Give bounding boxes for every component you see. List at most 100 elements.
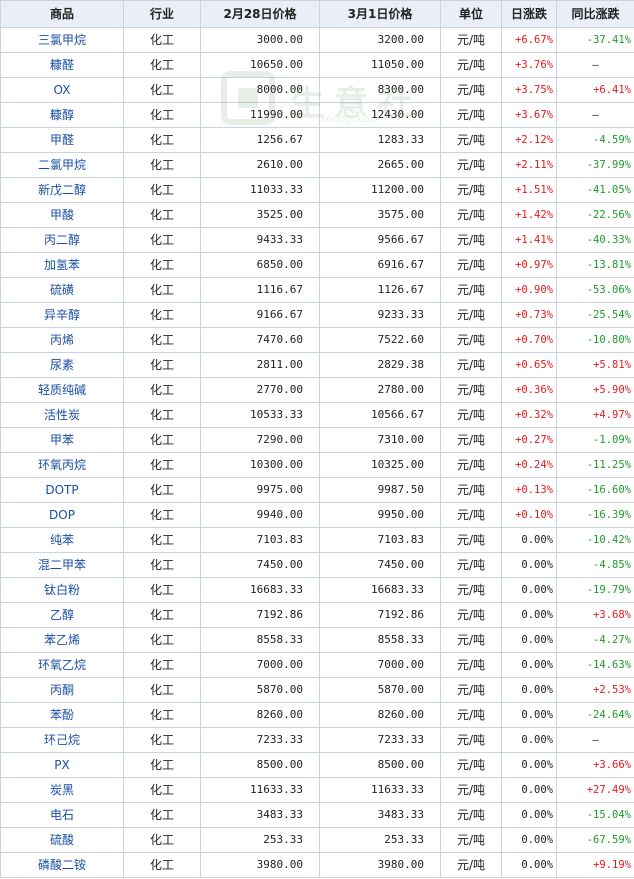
unit-cell: 元/吨: [440, 727, 502, 753]
yoy-change-cell: —: [556, 102, 634, 128]
price-feb28-cell: 3525.00: [200, 202, 320, 228]
commodity-link[interactable]: 硫磺: [0, 277, 124, 303]
price-feb28-cell: 8500.00: [200, 752, 320, 778]
header-yoy-change: 同比涨跌: [556, 0, 634, 28]
commodity-link[interactable]: 钛白粉: [0, 577, 124, 603]
commodity-link[interactable]: 环氧乙烷: [0, 652, 124, 678]
daily-change-cell: 0.00%: [501, 852, 557, 878]
price-mar1-cell: 8300.00: [319, 77, 441, 103]
unit-cell: 元/吨: [440, 527, 502, 553]
yoy-change-cell: -24.64%: [556, 702, 634, 728]
commodity-link[interactable]: 磷酸二铵: [0, 852, 124, 878]
yoy-change-cell: +5.81%: [556, 352, 634, 378]
commodity-link[interactable]: 甲酸: [0, 202, 124, 228]
price-feb28-cell: 3483.33: [200, 802, 320, 828]
commodity-link[interactable]: 丙二醇: [0, 227, 124, 253]
commodity-link[interactable]: 硫酸: [0, 827, 124, 853]
price-feb28-cell: 11633.33: [200, 777, 320, 803]
commodity-link[interactable]: 尿素: [0, 352, 124, 378]
commodity-link[interactable]: 苯乙烯: [0, 627, 124, 653]
daily-change-cell: 0.00%: [501, 702, 557, 728]
price-mar1-cell: 7310.00: [319, 427, 441, 453]
unit-cell: 元/吨: [440, 252, 502, 278]
commodity-link[interactable]: 糠醇: [0, 102, 124, 128]
unit-cell: 元/吨: [440, 852, 502, 878]
commodity-link[interactable]: 甲醛: [0, 127, 124, 153]
industry-cell: 化工: [123, 727, 201, 753]
daily-change-cell: +1.51%: [501, 177, 557, 203]
commodity-link[interactable]: 炭黑: [0, 777, 124, 803]
table-row: 轻质纯碱 化工 2770.00 2780.00 元/吨 +0.36% +5.90%: [0, 377, 634, 403]
unit-cell: 元/吨: [440, 352, 502, 378]
commodity-link[interactable]: 轻质纯碱: [0, 377, 124, 403]
price-feb28-cell: 6850.00: [200, 252, 320, 278]
price-feb28-cell: 10650.00: [200, 52, 320, 78]
commodity-link[interactable]: 甲苯: [0, 427, 124, 453]
commodity-link[interactable]: 乙醇: [0, 602, 124, 628]
commodity-link[interactable]: DOTP: [0, 477, 124, 503]
table-header-row: 商品 行业 2月28日价格 3月1日价格 单位 日涨跌 同比涨跌: [0, 0, 634, 28]
header-daily-change: 日涨跌: [501, 0, 557, 28]
unit-cell: 元/吨: [440, 802, 502, 828]
commodity-link[interactable]: 三氯甲烷: [0, 27, 124, 53]
unit-cell: 元/吨: [440, 377, 502, 403]
commodity-link[interactable]: 环氧丙烷: [0, 452, 124, 478]
daily-change-cell: 0.00%: [501, 602, 557, 628]
commodity-link[interactable]: 丙烯: [0, 327, 124, 353]
commodity-link[interactable]: 电石: [0, 802, 124, 828]
table-body: 三氯甲烷 化工 3000.00 3200.00 元/吨 +6.67% -37.41% 糠醛 化工…: [0, 27, 634, 878]
header-unit: 单位: [440, 0, 502, 28]
price-feb28-cell: 7000.00: [200, 652, 320, 678]
commodity-link[interactable]: 丙酮: [0, 677, 124, 703]
price-feb28-cell: 7233.33: [200, 727, 320, 753]
table-row: PX 化工 8500.00 8500.00 元/吨 0.00% +3.66%: [0, 752, 634, 778]
price-feb28-cell: 11033.33: [200, 177, 320, 203]
unit-cell: 元/吨: [440, 402, 502, 428]
commodity-link[interactable]: 纯苯: [0, 527, 124, 553]
yoy-change-cell: -4.85%: [556, 552, 634, 578]
commodity-link[interactable]: 异辛醇: [0, 302, 124, 328]
yoy-change-cell: -10.80%: [556, 327, 634, 353]
daily-change-cell: +0.73%: [501, 302, 557, 328]
industry-cell: 化工: [123, 502, 201, 528]
price-mar1-cell: 12430.00: [319, 102, 441, 128]
price-mar1-cell: 11050.00: [319, 52, 441, 78]
table-row: OX 化工 8000.00 8300.00 元/吨 +3.75% +6.41%: [0, 77, 634, 103]
price-feb28-cell: 7103.83: [200, 527, 320, 553]
price-feb28-cell: 7470.60: [200, 327, 320, 353]
unit-cell: 元/吨: [440, 27, 502, 53]
commodity-link[interactable]: 环己烷: [0, 727, 124, 753]
commodity-link[interactable]: 活性炭: [0, 402, 124, 428]
daily-change-cell: +6.67%: [501, 27, 557, 53]
daily-change-cell: +0.70%: [501, 327, 557, 353]
industry-cell: 化工: [123, 77, 201, 103]
commodity-link[interactable]: PX: [0, 752, 124, 778]
commodity-link[interactable]: 二氯甲烷: [0, 152, 124, 178]
price-mar1-cell: 10325.00: [319, 452, 441, 478]
price-mar1-cell: 2829.38: [319, 352, 441, 378]
unit-cell: 元/吨: [440, 277, 502, 303]
commodity-link[interactable]: 苯酚: [0, 702, 124, 728]
price-mar1-cell: 9566.67: [319, 227, 441, 253]
industry-cell: 化工: [123, 602, 201, 628]
yoy-change-cell: -4.27%: [556, 627, 634, 653]
yoy-change-cell: -37.99%: [556, 152, 634, 178]
commodity-link[interactable]: DOP: [0, 502, 124, 528]
unit-cell: 元/吨: [440, 677, 502, 703]
price-feb28-cell: 5870.00: [200, 677, 320, 703]
table-row: 甲醛 化工 1256.67 1283.33 元/吨 +2.12% -4.59%: [0, 127, 634, 153]
price-mar1-cell: 9950.00: [319, 502, 441, 528]
commodity-link[interactable]: 新戊二醇: [0, 177, 124, 203]
daily-change-cell: 0.00%: [501, 627, 557, 653]
unit-cell: 元/吨: [440, 777, 502, 803]
yoy-change-cell: —: [556, 727, 634, 753]
commodity-link[interactable]: 混二甲苯: [0, 552, 124, 578]
header-price-b: 3月1日价格: [319, 0, 441, 28]
commodity-link[interactable]: 加氢苯: [0, 252, 124, 278]
price-mar1-cell: 10566.67: [319, 402, 441, 428]
daily-change-cell: +0.10%: [501, 502, 557, 528]
commodity-link[interactable]: OX: [0, 77, 124, 103]
price-mar1-cell: 5870.00: [319, 677, 441, 703]
commodity-link[interactable]: 糠醛: [0, 52, 124, 78]
industry-cell: 化工: [123, 552, 201, 578]
